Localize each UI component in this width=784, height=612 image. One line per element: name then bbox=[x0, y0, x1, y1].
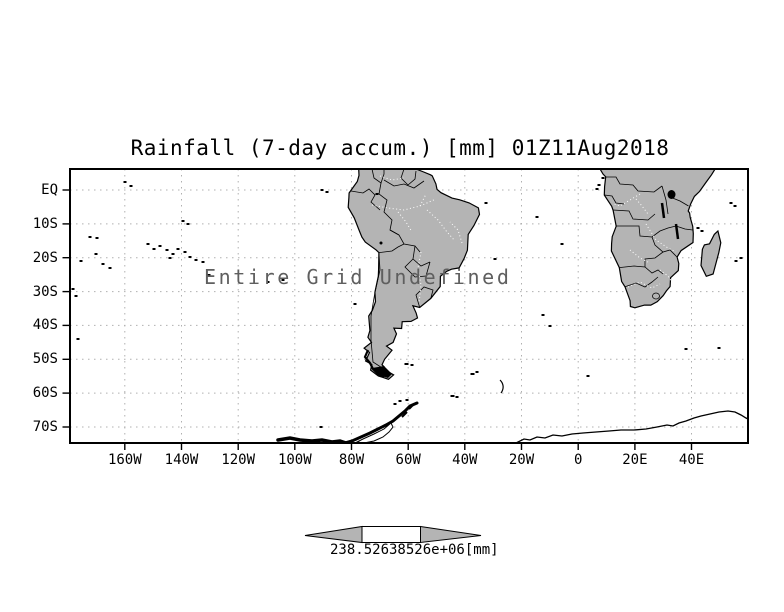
south-sandwich-arc bbox=[499, 379, 504, 394]
lon-tick-label: 60W bbox=[395, 452, 421, 468]
lat-tick-label: 20S bbox=[32, 249, 58, 266]
lon-tick-label: 0 bbox=[573, 452, 583, 468]
river-speckles bbox=[371, 175, 677, 304]
colorbar-cell bbox=[361, 526, 421, 543]
lat-tick-label: 10S bbox=[32, 215, 58, 232]
africa-landmass bbox=[599, 169, 716, 309]
lon-tick-label: 40E bbox=[678, 452, 705, 468]
lat-tick-label: 30S bbox=[32, 283, 58, 300]
island-specks bbox=[71, 177, 743, 428]
lon-tick-label: 160W bbox=[107, 452, 142, 468]
lat-tick-label: 60S bbox=[32, 385, 58, 402]
lat-tick-label: 40S bbox=[32, 317, 58, 334]
antarctic-peninsula bbox=[343, 401, 419, 443]
africa-borders bbox=[604, 176, 693, 300]
tierra-del-fuego bbox=[372, 366, 392, 378]
antarctica-coast-west bbox=[276, 436, 348, 443]
map-frame bbox=[69, 168, 749, 444]
colorbar-right-arrow bbox=[420, 525, 482, 544]
lat-tick-label: 70S bbox=[32, 419, 58, 435]
colorbar-left-arrow bbox=[304, 525, 363, 544]
colorbar-label: 238.52638526e+06[mm] bbox=[330, 542, 499, 558]
axis-ticks bbox=[62, 189, 693, 450]
lat-tick-label: 50S bbox=[32, 351, 58, 368]
lon-tick-label: 20E bbox=[622, 452, 648, 468]
lon-tick-label: 120W bbox=[221, 452, 256, 468]
lon-tick-label: 20W bbox=[508, 452, 535, 468]
grid-undefined-message: Entire Grid Undefined bbox=[204, 265, 512, 289]
lon-tick-label: 80W bbox=[338, 452, 365, 468]
madagascar-landmass bbox=[700, 229, 722, 278]
lon-tick-label: 100W bbox=[277, 452, 312, 468]
lat-tick-label: EQ bbox=[41, 182, 58, 198]
lon-tick-label: 40W bbox=[452, 452, 478, 468]
plot-title: Rainfall (7-day accum.) [mm] 01Z11Aug201… bbox=[130, 136, 670, 160]
land-layer bbox=[71, 169, 748, 443]
lakes bbox=[379, 190, 680, 245]
lon-tick-label: 140W bbox=[164, 452, 199, 468]
antarctica-coast-east bbox=[515, 410, 748, 443]
south-america-borders bbox=[350, 169, 434, 370]
chile-fjords bbox=[363, 349, 385, 378]
colorbar bbox=[304, 525, 482, 544]
